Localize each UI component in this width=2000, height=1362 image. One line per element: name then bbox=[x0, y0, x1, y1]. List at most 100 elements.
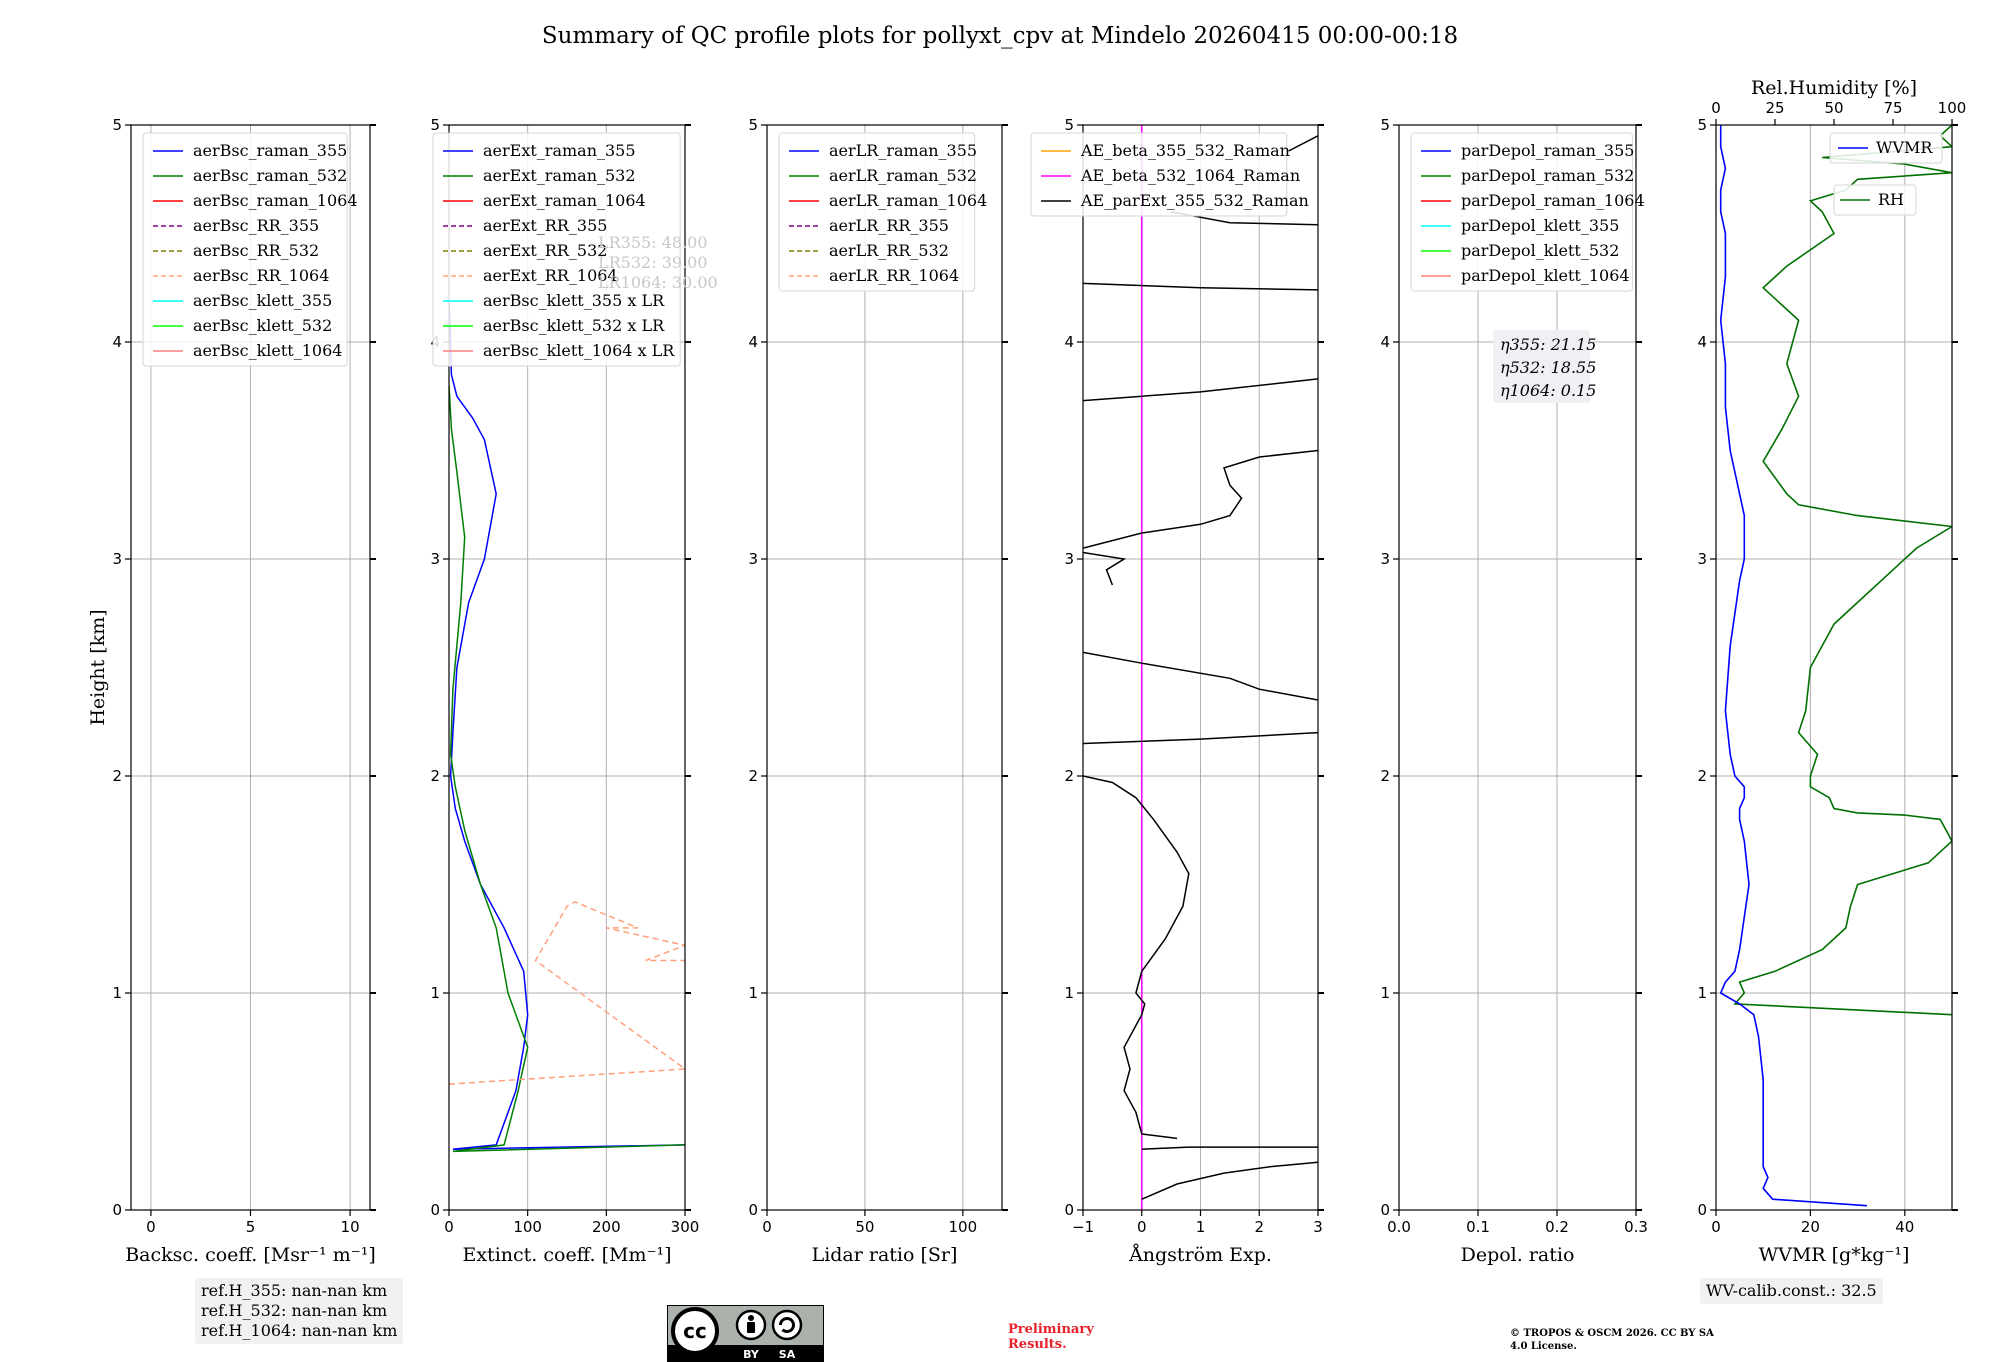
ytick-label: 5 bbox=[748, 116, 758, 134]
eta-box bbox=[1493, 330, 1590, 403]
xtick-label: 200 bbox=[592, 1218, 621, 1236]
xtick-label: 50 bbox=[855, 1218, 874, 1236]
legend-label: parDepol_raman_532 bbox=[1461, 166, 1634, 185]
legend-box bbox=[778, 132, 976, 292]
ytick-label: 0 bbox=[748, 1201, 758, 1219]
ytick-label: 0 bbox=[1380, 1201, 1390, 1219]
legend-label: aerBsc_klett_355 x LR bbox=[483, 291, 665, 310]
ytick-label: 4 bbox=[1064, 333, 1074, 351]
xtick-label: 0.0 bbox=[1387, 1218, 1411, 1236]
eta-value: η355: 21.15 bbox=[1500, 335, 1596, 354]
xtick-label: 300 bbox=[671, 1218, 700, 1236]
legend-label: WVMR bbox=[1876, 138, 1933, 157]
ytick-label: 4 bbox=[112, 333, 122, 351]
top-xtick-label: 25 bbox=[1765, 99, 1784, 117]
legend-box bbox=[432, 132, 681, 367]
xtick-label: 100 bbox=[949, 1218, 978, 1236]
copyright-note: © TROPOS & OSCM 2026. CC BY SA 4.0 Licen… bbox=[1510, 1328, 1714, 1352]
x-axis-label: Depol. ratio bbox=[1461, 1244, 1575, 1266]
legend-label: aerExt_raman_532 bbox=[483, 166, 636, 185]
series-seg1 bbox=[1141, 1161, 1318, 1200]
series-group bbox=[449, 298, 685, 1153]
ref-h-1064: ref.H_1064: nan-nan km bbox=[201, 1321, 398, 1340]
legend-label: aerLR_RR_1064 bbox=[829, 266, 959, 285]
axes-frame bbox=[448, 124, 686, 1211]
legend-label: aerBsc_klett_532 x LR bbox=[483, 316, 665, 335]
ytick-label: 2 bbox=[430, 767, 440, 785]
x-axis-label: Lidar ratio [Sr] bbox=[812, 1244, 958, 1266]
series-aerExt_raman_355 bbox=[449, 298, 685, 1150]
legend-label: aerBsc_klett_1064 bbox=[193, 341, 342, 360]
legend-label: parDepol_klett_1064 bbox=[1461, 266, 1630, 285]
series-seg7 bbox=[1083, 449, 1318, 549]
series-group bbox=[1719, 125, 1952, 1207]
ytick-label: 3 bbox=[430, 550, 440, 568]
wv-calibration-box: WV-calib.const.: 32.5 bbox=[1700, 1278, 1883, 1304]
ytick-label: 3 bbox=[748, 550, 758, 568]
panel-depol: 0 1 2 3 4 5 0.0 0.1 0.2 0.3 Depol. ratio parDepol_r… bbox=[1380, 116, 1647, 1266]
cc-by-sa-license-badge: cc BY SA bbox=[667, 1305, 824, 1362]
series-seg11 bbox=[1288, 135, 1318, 152]
legend-label: aerBsc_RR_1064 bbox=[193, 266, 329, 285]
ytick-label: 1 bbox=[1697, 984, 1707, 1002]
legend-label: aerBsc_klett_532 bbox=[193, 316, 332, 335]
xtick-label: 10 bbox=[341, 1218, 360, 1236]
series-rh bbox=[1733, 125, 1952, 1016]
figure-title: Summary of QC profile plots for pollyxt_… bbox=[542, 23, 1458, 49]
legend: parDepol_raman_355 parDepol_raman_532 parD… bbox=[1410, 132, 1645, 292]
ytick-label: 5 bbox=[1697, 116, 1707, 134]
legend-box bbox=[1410, 132, 1633, 292]
x-axis-label: Ångström Exp. bbox=[1128, 1244, 1272, 1266]
legend-label: aerExt_RR_355 bbox=[483, 216, 607, 235]
xtick-label: 1 bbox=[1196, 1218, 1206, 1236]
sa-label: SA bbox=[779, 1348, 796, 1361]
lr-note: LR355: 48.00 bbox=[598, 233, 708, 252]
legend-label: AE_parExt_355_532_Raman bbox=[1080, 191, 1309, 210]
series-seg5 bbox=[1083, 651, 1318, 701]
xtick-label: 0.2 bbox=[1545, 1218, 1569, 1236]
ytick-label: 1 bbox=[112, 984, 122, 1002]
ytick-label: 5 bbox=[1380, 116, 1390, 134]
xtick-label: 2 bbox=[1254, 1218, 1264, 1236]
legend-label: aerLR_raman_532 bbox=[829, 166, 977, 185]
legend-label: aerBsc_RR_355 bbox=[193, 216, 319, 235]
legend-label: AE_beta_532_1064_Raman bbox=[1080, 166, 1300, 185]
legend-box bbox=[1829, 132, 1943, 164]
ytick-label: 0 bbox=[1697, 1201, 1707, 1219]
ytick-label: 3 bbox=[112, 550, 122, 568]
legend-label: aerBsc_raman_532 bbox=[193, 166, 347, 185]
xtick-label: 3 bbox=[1313, 1218, 1323, 1236]
ytick-label: 2 bbox=[112, 767, 122, 785]
ytick-label: 2 bbox=[1064, 767, 1074, 785]
legend-box bbox=[1833, 184, 1917, 216]
top-xtick-label: 0 bbox=[1711, 99, 1721, 117]
series-aerExt_raman_532 bbox=[449, 385, 685, 1153]
legend-label: AE_beta_355_532_Raman bbox=[1080, 141, 1290, 160]
ytick-label: 4 bbox=[1697, 333, 1707, 351]
x-axis-label: Backsc. coeff. [Msr⁻¹ m⁻¹] bbox=[125, 1244, 376, 1266]
legend-label: aerBsc_klett_1064 x LR bbox=[483, 341, 675, 360]
y-axis-label: Height [km] bbox=[87, 609, 109, 725]
panel-bsc: 0 1 2 3 4 5 0 5 10 Backsc. coeff. [Msr⁻¹ m⁻¹] Heig… bbox=[87, 116, 376, 1266]
series-aerExt_RR_1064 bbox=[449, 901, 685, 1085]
legend: aerExt_raman_355 aerExt_raman_532 aerExt_r… bbox=[432, 132, 681, 367]
legend-wvmr: WVMR bbox=[1829, 132, 1943, 164]
ytick-label: 1 bbox=[1064, 984, 1074, 1002]
ytick-label: 3 bbox=[1380, 550, 1390, 568]
legend-label: aerLR_raman_1064 bbox=[829, 191, 987, 210]
xtick-label: 5 bbox=[246, 1218, 256, 1236]
legend-label: RH bbox=[1878, 190, 1904, 209]
series-seg8 bbox=[1083, 378, 1318, 402]
lr-note: LR1064: 30.00 bbox=[598, 273, 718, 292]
legend-label: aerBsc_raman_355 bbox=[193, 141, 347, 160]
top-xtick-label: 50 bbox=[1824, 99, 1843, 117]
legend-box bbox=[142, 132, 348, 367]
legend-label: aerLR_raman_355 bbox=[829, 141, 977, 160]
legend: aerLR_raman_355 aerLR_raman_532 aerLR_rama… bbox=[778, 132, 987, 292]
x-axis-label: Extinct. coeff. [Mm⁻¹] bbox=[462, 1244, 671, 1266]
reference-height-box: ref.H_355: nan-nan km ref.H_532: nan-nan… bbox=[195, 1278, 404, 1344]
legend-box bbox=[1030, 132, 1288, 217]
